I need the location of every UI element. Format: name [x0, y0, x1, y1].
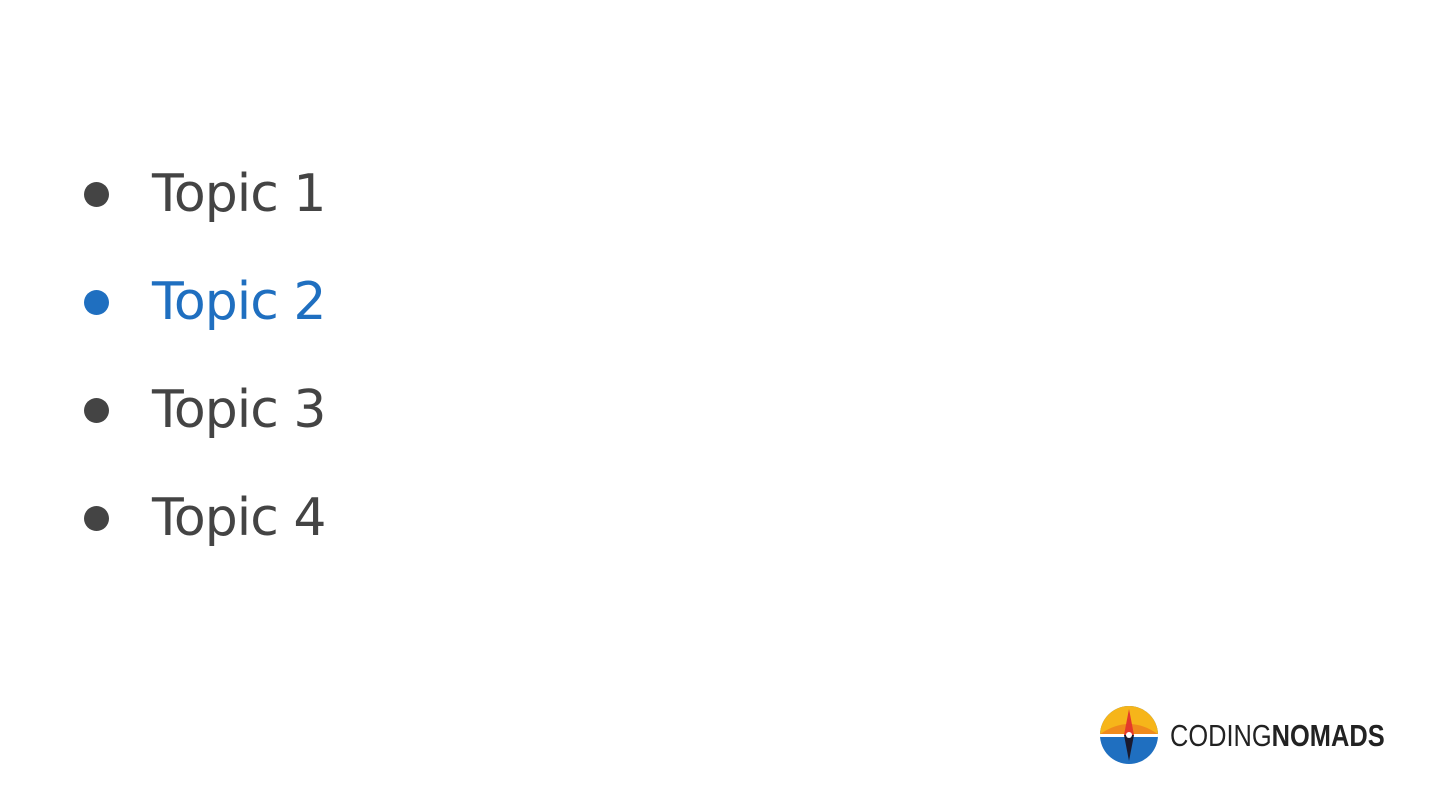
- compass-icon: [1100, 706, 1158, 764]
- topic-label: Topic 4: [152, 488, 326, 548]
- bullet-icon: [84, 397, 109, 423]
- topic-item-4: Topic 4: [84, 464, 326, 572]
- topic-item-1: Topic 1: [84, 140, 326, 248]
- topic-list: Topic 1 Topic 2 Topic 3 Topic 4: [84, 140, 326, 572]
- bullet-icon: [84, 505, 109, 531]
- topic-label: Topic 3: [152, 380, 326, 440]
- brand-name-bold: NOMADS: [1271, 717, 1385, 753]
- bullet-icon: [84, 181, 109, 207]
- bullet-icon: [84, 289, 109, 315]
- topic-item-3: Topic 3: [84, 356, 326, 464]
- topic-label: Topic 2: [152, 272, 326, 332]
- topic-item-2: Topic 2: [84, 248, 326, 356]
- topic-label: Topic 1: [152, 164, 326, 224]
- brand-name: CODINGNOMADS: [1170, 720, 1385, 751]
- brand-name-light: CODING: [1170, 717, 1272, 753]
- brand-logo: CODINGNOMADS: [1099, 704, 1429, 766]
